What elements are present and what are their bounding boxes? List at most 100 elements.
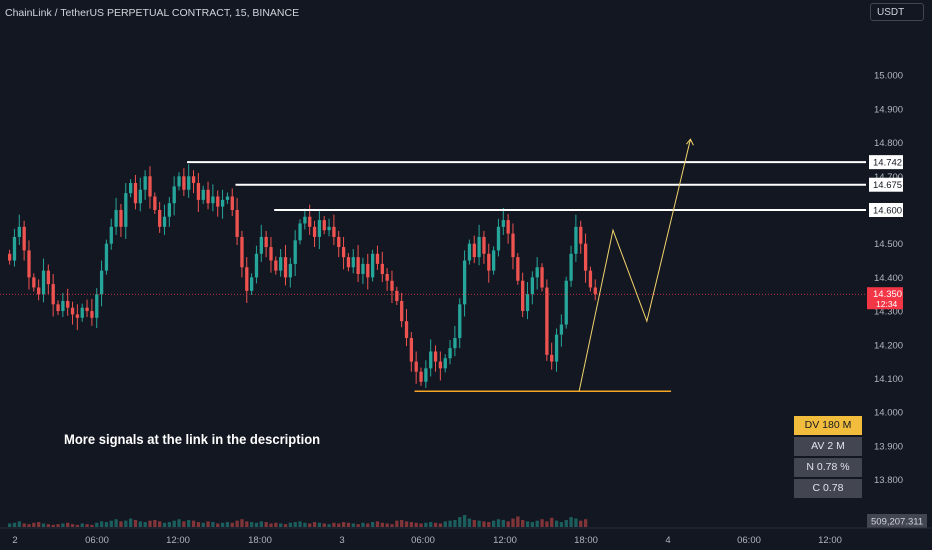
candle-body: [220, 199, 225, 207]
candle-body: [448, 348, 452, 359]
volume-bar: [511, 518, 515, 527]
candle-body: [269, 247, 273, 261]
volume-bar: [220, 522, 225, 527]
volume-bar: [191, 520, 196, 527]
volume-bar: [569, 517, 573, 527]
candle-body: [400, 300, 404, 322]
candle-body: [453, 338, 457, 349]
candle-body: [182, 176, 186, 190]
candles: [8, 164, 597, 388]
volume-bar: [17, 521, 21, 527]
candle-body: [124, 193, 128, 227]
volume-bar: [564, 519, 568, 527]
time-tick-label: 06:00: [85, 535, 109, 546]
volume-bar: [390, 524, 394, 527]
candle-body: [506, 220, 510, 234]
volume-badge-label: 509,207.311: [871, 517, 923, 528]
volume-bar: [496, 519, 501, 527]
candle-body: [540, 267, 544, 288]
volume-bar: [12, 522, 17, 527]
candle-body: [27, 250, 31, 278]
candle-body: [404, 321, 409, 339]
candle-body: [109, 226, 113, 244]
volume-bar: [351, 523, 355, 527]
candle-body: [458, 304, 462, 339]
volume-bar: [409, 522, 414, 527]
volume-bar: [109, 520, 113, 527]
volume-bar: [375, 521, 380, 527]
volume-bar: [516, 516, 520, 527]
volume-bar: [225, 522, 230, 527]
candle-body: [95, 294, 99, 318]
candle-body: [22, 226, 26, 251]
volume-bar: [240, 519, 244, 527]
candle-body: [201, 189, 205, 200]
candle-body: [554, 334, 559, 362]
candle-body: [487, 253, 491, 271]
candle-body: [37, 287, 41, 295]
volume-bar: [235, 520, 239, 527]
candle-body: [550, 354, 554, 362]
volume-bar: [216, 523, 220, 527]
price-tick-label: 14.900: [874, 104, 903, 115]
volume-bar: [419, 523, 423, 527]
candle-body: [66, 300, 70, 308]
volume-bar: [37, 522, 41, 527]
price-tick-label: 14.100: [874, 374, 903, 385]
candle-body: [259, 236, 263, 254]
candle-body: [579, 226, 583, 244]
time-tick-label: 2: [12, 535, 17, 546]
volume-bar: [467, 518, 472, 527]
candle-body: [167, 203, 172, 217]
volume-bar: [172, 520, 176, 527]
volume-bar: [264, 522, 268, 527]
volume-bar: [177, 519, 181, 527]
volume-bar: [322, 523, 326, 527]
price-tick-label: 13.800: [874, 475, 903, 486]
stat-av: AV 2 M: [794, 437, 862, 456]
candle-body: [90, 311, 94, 318]
candle-body: [191, 176, 196, 184]
candle-body: [264, 236, 268, 248]
candle-body: [308, 216, 312, 227]
candle-body: [332, 226, 336, 237]
volume-bar: [162, 522, 167, 527]
volume-bar: [525, 521, 530, 527]
volume-bar: [579, 520, 583, 527]
candle-body: [521, 280, 525, 312]
price-tick-label: 15.000: [874, 71, 903, 82]
candle-body: [380, 263, 384, 274]
candle-body: [177, 176, 181, 187]
candle-body: [516, 257, 520, 281]
volume-bar: [148, 520, 152, 527]
candle-body: [371, 253, 375, 278]
candle-body: [414, 361, 418, 372]
volume-bar: [167, 522, 172, 527]
candle-body: [366, 263, 370, 278]
price-tick-label: 14.200: [874, 340, 903, 351]
candle-body: [250, 277, 254, 291]
volume-bar: [99, 521, 104, 527]
level-badge-label: 14.675: [873, 180, 902, 191]
volume-bar: [41, 523, 46, 527]
currency-button[interactable]: USDT: [870, 3, 924, 21]
volume-bar: [506, 521, 510, 527]
volume-bar: [230, 522, 234, 527]
candle-body: [525, 294, 530, 312]
time-tick-label: 12:00: [493, 535, 517, 546]
price-tick-label: 14.500: [874, 239, 903, 250]
volume-bar: [521, 519, 525, 527]
candle-body: [230, 196, 234, 210]
candle-body: [530, 277, 535, 295]
volume-bar: [341, 522, 346, 527]
volume-bar: [274, 522, 278, 527]
volume-bar: [119, 521, 123, 527]
volume-bar: [182, 521, 186, 527]
candle-body: [322, 220, 326, 231]
volume-bar: [206, 521, 210, 527]
candle-body: [211, 196, 215, 204]
volume-bar: [211, 522, 215, 527]
candle-body: [492, 250, 496, 271]
